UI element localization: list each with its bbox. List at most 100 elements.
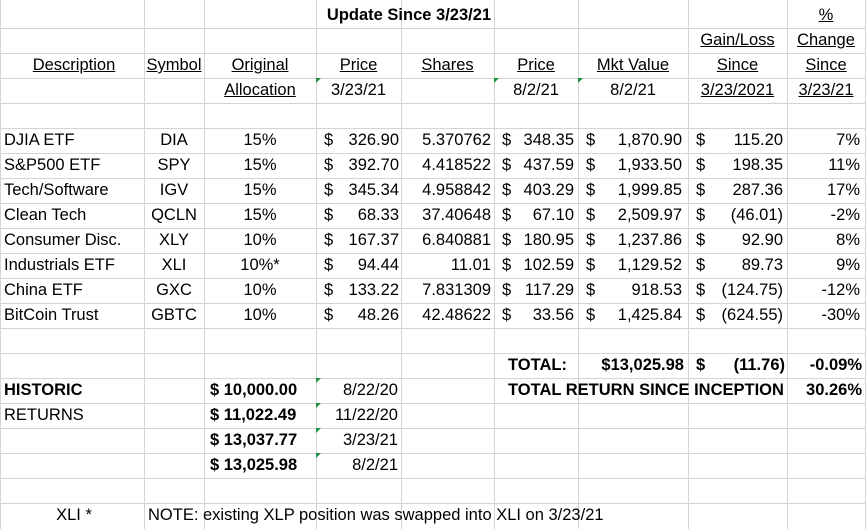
cell-gain-loss[interactable]: 198.35 — [732, 156, 783, 174]
header-price-current[interactable]: Price — [517, 56, 555, 74]
historic-date[interactable]: 3/23/21 — [342, 431, 398, 449]
cell-allocation[interactable]: 15% — [243, 156, 277, 174]
cell-shares[interactable]: 5.370762 — [422, 131, 491, 149]
cell-price-start[interactable]: 94.44 — [357, 256, 399, 274]
cell-pct-change[interactable]: -12% — [821, 281, 860, 299]
cell-gain-loss[interactable]: 92.90 — [741, 231, 783, 249]
cell-price-current[interactable]: 403.29 — [523, 181, 574, 199]
header-date-pct[interactable]: 3/23/21 — [798, 81, 854, 99]
historic-label[interactable]: HISTORIC — [4, 381, 83, 399]
cell-price-current[interactable]: 102.59 — [523, 256, 574, 274]
inception-label[interactable]: TOTAL RETURN SINCE INCEPTION — [508, 381, 784, 399]
cell-allocation[interactable]: 15% — [243, 206, 277, 224]
cell-shares[interactable]: 37.40648 — [422, 206, 491, 224]
cell-allocation[interactable]: 10%* — [240, 256, 280, 274]
cell-gain-loss[interactable]: (46.01) — [730, 206, 783, 224]
cell-price-current[interactable]: 180.95 — [523, 231, 574, 249]
cell-description[interactable]: Industrials ETF — [4, 256, 115, 274]
cell-symbol[interactable]: XLY — [159, 231, 189, 249]
header-change[interactable]: Change — [797, 31, 855, 49]
cell-pct-change[interactable]: 17% — [826, 181, 860, 199]
historic-value[interactable]: $ 10,000.00 — [210, 381, 298, 399]
cell-price-start[interactable]: 326.90 — [348, 131, 399, 149]
cell-gain-loss[interactable]: (624.55) — [721, 306, 783, 324]
cell-gain-loss[interactable]: 287.36 — [732, 181, 783, 199]
total-mkt-value[interactable]: $13,025.98 — [601, 356, 684, 374]
cell-price-start[interactable]: 133.22 — [348, 281, 399, 299]
cell-symbol[interactable]: SPY — [157, 156, 191, 174]
header-since[interactable]: Since — [716, 56, 759, 74]
cell-description[interactable]: Consumer Disc. — [4, 231, 122, 249]
cell-shares[interactable]: 42.48622 — [422, 306, 491, 324]
cell-description[interactable]: Tech/Software — [4, 181, 109, 199]
cell-price-start[interactable]: 68.33 — [357, 206, 399, 224]
header-date-current[interactable]: 8/2/21 — [513, 81, 559, 99]
historic-date[interactable]: 8/2/21 — [352, 456, 398, 474]
cell-shares[interactable]: 7.831309 — [422, 281, 491, 299]
cell-price-current[interactable]: 67.10 — [532, 206, 574, 224]
header-date-mkt[interactable]: 8/2/21 — [610, 81, 656, 99]
total-pct-change[interactable]: -0.09% — [809, 356, 862, 374]
cell-allocation[interactable]: 10% — [243, 281, 277, 299]
header-symbol[interactable]: Symbol — [146, 56, 202, 74]
cell-pct-change[interactable]: -30% — [821, 306, 860, 324]
cell-pct-change[interactable]: -2% — [830, 206, 860, 224]
cell-gain-loss[interactable]: 89.73 — [741, 256, 783, 274]
cell-mkt-value[interactable]: 1,999.85 — [617, 181, 682, 199]
header-price-start[interactable]: Price — [339, 56, 378, 74]
cell-description[interactable]: DJIA ETF — [4, 131, 75, 149]
cell-mkt-value[interactable]: 2,509.97 — [617, 206, 682, 224]
total-gain-loss[interactable]: (11.76) — [733, 356, 785, 374]
header-gain-loss[interactable]: Gain/Loss — [700, 31, 775, 49]
cell-price-start[interactable]: 48.26 — [357, 306, 399, 324]
cell-shares[interactable]: 11.01 — [450, 256, 491, 274]
returns-label[interactable]: RETURNS — [4, 406, 84, 424]
cell-price-start[interactable]: 345.34 — [348, 181, 399, 199]
header-shares[interactable]: Shares — [421, 56, 474, 74]
header-original[interactable]: Original — [231, 56, 289, 74]
cell-mkt-value[interactable]: 918.53 — [631, 281, 682, 299]
historic-date[interactable]: 8/22/20 — [342, 381, 398, 399]
header-mkt-value[interactable]: Mkt Value — [596, 56, 670, 74]
cell-mkt-value[interactable]: 1,129.52 — [617, 256, 682, 274]
historic-date[interactable]: 11/22/20 — [334, 406, 398, 424]
historic-value[interactable]: $ 11,022.49 — [210, 406, 297, 424]
cell-description[interactable]: China ETF — [4, 281, 83, 299]
total-label[interactable]: TOTAL: — [508, 356, 567, 374]
cell-pct-change[interactable]: 9% — [836, 256, 860, 274]
historic-value[interactable]: $ 13,037.77 — [210, 431, 298, 449]
cell-shares[interactable]: 4.958842 — [422, 181, 491, 199]
cell-price-start[interactable]: 392.70 — [348, 156, 399, 174]
header-date-gain[interactable]: 3/23/2021 — [700, 81, 775, 99]
cell-price-current[interactable]: 348.35 — [523, 131, 574, 149]
header-allocation[interactable]: Allocation — [224, 81, 296, 99]
cell-gain-loss[interactable]: 115.20 — [733, 131, 783, 149]
cell-symbol[interactable]: QCLN — [151, 206, 197, 224]
cell-price-current[interactable]: 437.59 — [523, 156, 574, 174]
cell-symbol[interactable]: GBTC — [151, 306, 197, 324]
note-text[interactable]: NOTE: existing XLP position was swapped … — [148, 506, 604, 524]
cell-allocation[interactable]: 15% — [243, 131, 277, 149]
cell-mkt-value[interactable]: 1,870.90 — [617, 131, 682, 149]
cell-description[interactable]: Clean Tech — [4, 206, 87, 224]
cell-allocation[interactable]: 10% — [243, 231, 277, 249]
cell-pct-change[interactable]: 8% — [836, 231, 860, 249]
cell-allocation[interactable]: 15% — [243, 181, 277, 199]
cell-description[interactable]: BitCoin Trust — [4, 306, 99, 324]
cell-symbol[interactable]: XLI — [161, 256, 187, 274]
header-date-start[interactable]: 3/23/21 — [330, 81, 387, 99]
cell-symbol[interactable]: IGV — [159, 181, 189, 199]
header-description[interactable]: Description — [32, 56, 116, 74]
cell-shares[interactable]: 6.840881 — [422, 231, 491, 249]
cell-symbol[interactable]: DIA — [160, 131, 188, 149]
cell-gain-loss[interactable]: (124.75) — [721, 281, 783, 299]
cell-pct-change[interactable]: 7% — [836, 131, 860, 149]
header-since-pct[interactable]: Since — [805, 56, 847, 74]
inception-pct[interactable]: 30.26% — [806, 381, 862, 399]
cell-shares[interactable]: 4.418522 — [422, 156, 491, 174]
cell-pct-change[interactable]: 11% — [828, 156, 860, 174]
cell-symbol[interactable]: GXC — [156, 281, 192, 299]
cell-price-current[interactable]: 33.56 — [532, 306, 574, 324]
note-reference[interactable]: XLI * — [56, 506, 92, 524]
sheet-title[interactable]: Update Since 3/23/21 — [326, 6, 492, 24]
